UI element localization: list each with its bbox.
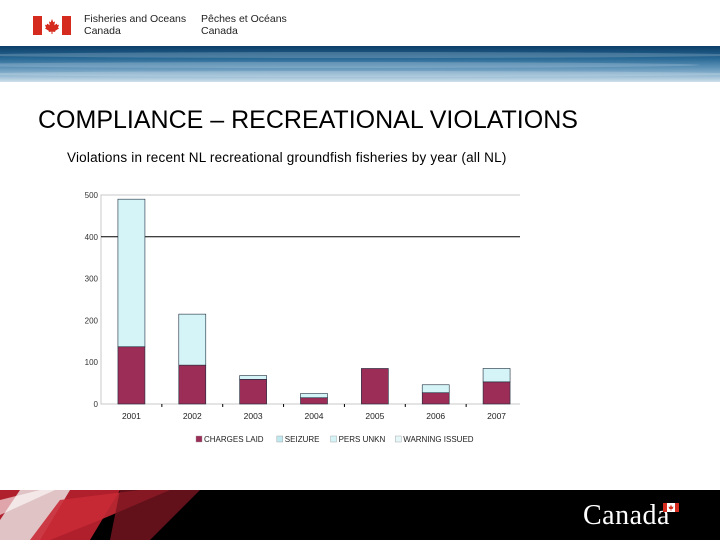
department-name-english: Fisheries and Oceans Canada bbox=[84, 13, 186, 37]
y-tick-label: 200 bbox=[85, 316, 99, 325]
bar-segment bbox=[482, 368, 511, 383]
wordmark-flag-icon bbox=[663, 503, 679, 512]
legend-swatch bbox=[395, 435, 402, 443]
footer-banner bbox=[0, 490, 720, 540]
dept-en-line2: Canada bbox=[84, 25, 121, 37]
x-tick-label: 2001 bbox=[122, 411, 141, 421]
x-tick-label: 2004 bbox=[305, 411, 324, 421]
y-tick-label: 100 bbox=[85, 358, 99, 367]
wave-highlight bbox=[0, 52, 720, 58]
bar-segment bbox=[421, 384, 450, 394]
y-tick-label: 0 bbox=[94, 400, 99, 409]
header-bar: Fisheries and Oceans Canada Pêches et Oc… bbox=[0, 0, 720, 46]
bar-segment bbox=[482, 381, 511, 405]
y-tick-label: 300 bbox=[85, 275, 99, 284]
bar-segment bbox=[117, 198, 146, 348]
dept-fr-line2: Canada bbox=[201, 25, 238, 37]
legend-label: CHARGES LAID bbox=[204, 435, 264, 444]
bar-segment bbox=[421, 392, 450, 405]
dept-fr-line1: Pêches et Océans bbox=[201, 13, 287, 25]
x-tick-label: 2003 bbox=[244, 411, 263, 421]
dept-en-line1: Fisheries and Oceans bbox=[84, 13, 187, 25]
water-banner bbox=[0, 46, 720, 82]
y-tick-label: 400 bbox=[85, 233, 99, 242]
legend-label: PERS UNKN bbox=[339, 435, 386, 444]
plot-area bbox=[100, 194, 520, 405]
legend-swatch bbox=[276, 435, 284, 443]
bar-segment bbox=[300, 397, 328, 405]
bar-segment bbox=[239, 375, 267, 380]
legend-label: WARNING ISSUED bbox=[403, 435, 474, 444]
slide-title: COMPLIANCE – RECREATIONAL VIOLATIONS bbox=[38, 106, 578, 134]
canada-flag-icon bbox=[33, 16, 71, 35]
wave-highlight bbox=[0, 62, 700, 68]
x-tick-label: 2006 bbox=[426, 411, 445, 421]
bar-segment bbox=[117, 346, 146, 405]
bar-segment bbox=[239, 379, 267, 405]
department-name-french: Pêches et Océans Canada bbox=[201, 13, 287, 37]
x-tick-label: 2002 bbox=[183, 411, 202, 421]
legend-label: SEIZURE bbox=[285, 435, 320, 444]
bar-segment bbox=[178, 313, 207, 366]
y-tick-label: 500 bbox=[85, 191, 99, 200]
footer-flag-graphic bbox=[0, 490, 200, 540]
legend-swatch bbox=[330, 435, 337, 443]
x-tick-label: 2005 bbox=[365, 411, 384, 421]
chart-title: Violations in recent NL recreational gro… bbox=[67, 150, 507, 165]
canada-wordmark: Canada bbox=[583, 500, 670, 531]
x-tick-label: 2007 bbox=[487, 411, 506, 421]
bar-segment bbox=[178, 364, 207, 405]
wave-highlight bbox=[0, 71, 720, 77]
violations-bar-chart: 0 100 200 300 400 500 2001 2002 2003 2004 2005 2006… bbox=[85, 191, 520, 444]
bar-segment bbox=[300, 393, 328, 399]
bar-segment bbox=[361, 368, 389, 405]
legend-swatch bbox=[195, 435, 203, 443]
